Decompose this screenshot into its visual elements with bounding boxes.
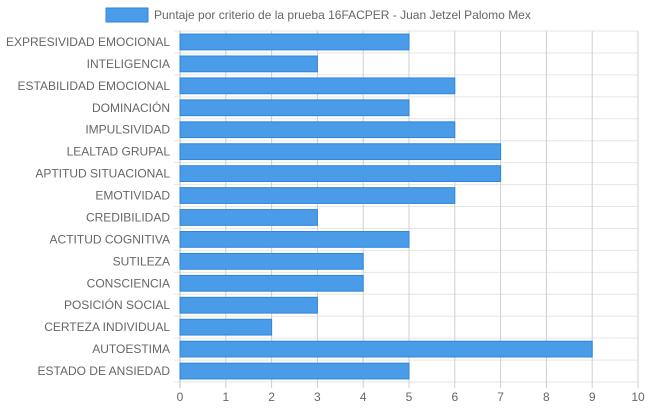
category-label: CERTEZA INDIVIDUAL [44, 320, 170, 334]
bar[interactable] [179, 143, 502, 161]
bar[interactable] [179, 99, 410, 117]
bar[interactable] [179, 318, 273, 336]
bar[interactable] [179, 55, 318, 73]
bar[interactable] [179, 209, 318, 226]
x-tick-label: 7 [497, 390, 504, 404]
category-label: CREDIBILIDAD [86, 210, 170, 224]
x-tick-label: 6 [451, 390, 458, 404]
bar[interactable] [179, 231, 410, 248]
x-tick-label: 4 [360, 390, 367, 404]
bar[interactable] [179, 77, 456, 95]
category-label: EMOTIVIDAD [95, 189, 170, 203]
category-label: IMPULSIVIDAD [85, 123, 170, 137]
legend-label: Puntaje por criterio de la prueba 16FACP… [154, 8, 531, 22]
legend-swatch [105, 7, 149, 23]
bar[interactable] [179, 340, 593, 358]
bar[interactable] [179, 252, 364, 270]
x-tick-label: 10 [631, 390, 645, 404]
x-tick-label: 8 [543, 390, 550, 404]
legend[interactable]: Puntaje por criterio de la prueba 16FACP… [105, 7, 531, 23]
bar[interactable] [179, 362, 410, 380]
x-tick-label: 3 [314, 390, 321, 404]
category-label: EXPRESIVIDAD EMOCIONAL [6, 35, 170, 49]
x-tick-label: 2 [268, 390, 275, 404]
category-label: APTITUD SITUACIONAL [35, 167, 170, 181]
category-label: SUTILEZA [113, 254, 170, 268]
category-label: LEALTAD GRUPAL [67, 145, 171, 159]
x-tick-label: 5 [406, 390, 413, 404]
category-labels: EXPRESIVIDAD EMOCIONAL INTELIGENCIA ESTABI… [6, 35, 170, 378]
category-label: DOMINACIÓN [92, 100, 170, 115]
bar[interactable] [179, 33, 410, 51]
category-label: ACTITUD COGNITIVA [50, 232, 170, 246]
x-axis-tick-labels: 0 1 2 3 4 5 6 7 8 9 10 [177, 390, 645, 404]
x-tick-label: 0 [177, 390, 184, 404]
bar[interactable] [179, 274, 364, 292]
bar[interactable] [179, 296, 318, 314]
category-label: INTELIGENCIA [87, 57, 170, 71]
category-label: CONSCIENCIA [87, 276, 170, 290]
category-label: AUTOESTIMA [92, 342, 170, 356]
category-label: ESTADO DE ANSIEDAD [38, 364, 171, 378]
x-tick-label: 1 [222, 390, 229, 404]
bar[interactable] [179, 121, 456, 139]
bar[interactable] [179, 187, 456, 204]
x-tick-label: 9 [589, 390, 596, 404]
bars [179, 33, 593, 380]
bar[interactable] [179, 165, 502, 182]
category-label: POSICIÓN SOCIAL [64, 297, 170, 312]
category-label: ESTABILIDAD EMOCIONAL [18, 79, 171, 93]
